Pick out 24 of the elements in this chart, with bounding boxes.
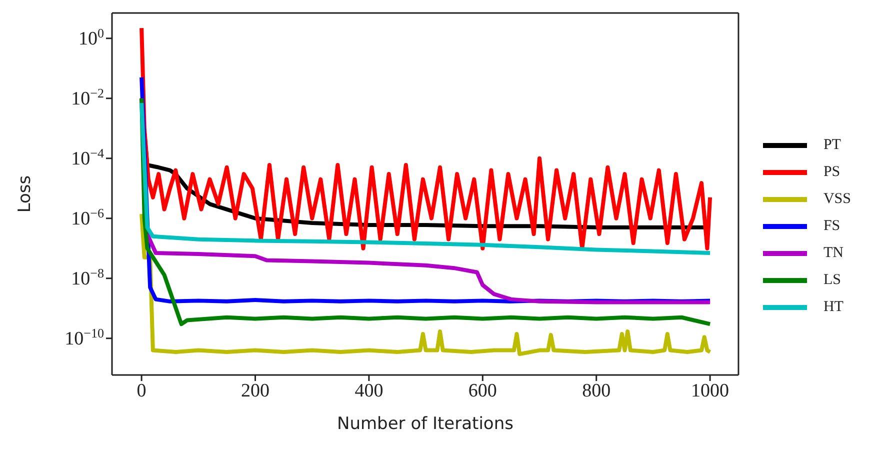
x-tick-label: 800 <box>582 380 611 402</box>
x-axis-title: Number of Iterations <box>337 414 514 434</box>
legend-label: FS <box>823 218 840 235</box>
y-tick-label: 10$^{0}$ <box>78 24 104 50</box>
x-tick-label: 1000 <box>691 380 730 402</box>
legend-label: HT <box>823 299 844 316</box>
legend-label: TN <box>823 245 844 262</box>
legend-label: PS <box>823 164 840 181</box>
y-tick-label: 10$^{−6}$ <box>71 204 104 230</box>
legend-label: PT <box>823 137 841 154</box>
legend-label: LS <box>823 272 841 289</box>
line-series <box>140 101 712 255</box>
y-tick-label: 10$^{−8}$ <box>71 264 104 290</box>
x-tick-label: 400 <box>354 380 384 402</box>
y-tick-label: 10$^{−10}$ <box>64 324 104 350</box>
legend-label: VSS <box>823 191 851 208</box>
x-tick-label: 200 <box>241 380 270 402</box>
line-series <box>140 212 712 356</box>
x-tick-label: 0 <box>136 380 146 402</box>
line-series <box>140 26 712 250</box>
x-tick-label: 600 <box>468 380 497 402</box>
y-axis-title: Loss <box>15 175 36 213</box>
y-tick-label: 10$^{−4}$ <box>71 144 104 170</box>
y-tick-label: 10$^{−2}$ <box>71 84 104 110</box>
